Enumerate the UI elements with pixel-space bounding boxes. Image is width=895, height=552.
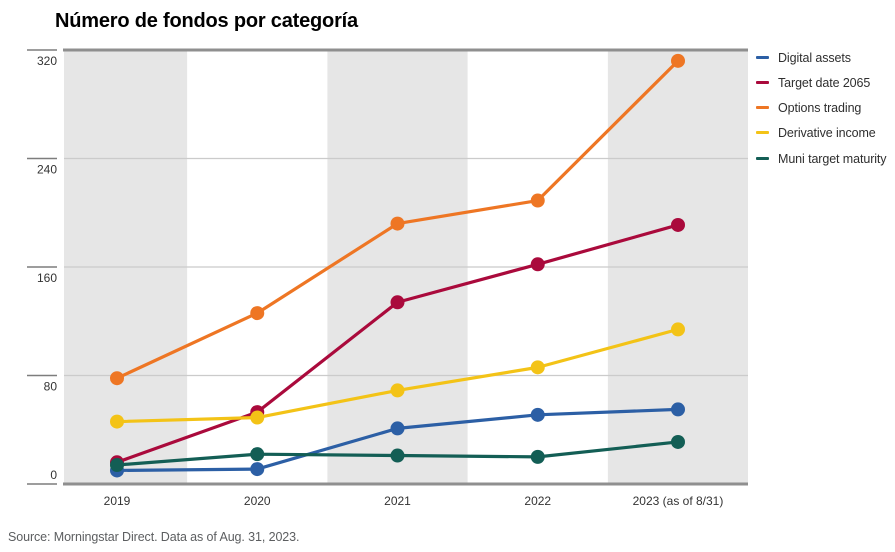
legend-item: Target date 2065 [756,74,888,92]
legend-swatch-icon [756,106,769,110]
x-axis-labels: 2019 2020 2021 2022 2023 (as of 8/31) [104,494,724,508]
legend-label: Derivative income [778,126,876,141]
data-point [530,193,545,208]
legend-swatch-icon [756,81,769,85]
y-axis: 0 80 160 240 320 [27,49,58,485]
legend-item: Muni target maturity [756,150,888,168]
data-point [110,371,124,386]
data-point [671,434,685,449]
data-point [250,462,265,477]
series-derivative-income [110,322,685,429]
y-tick-label: 160 [37,271,57,285]
legend-item: Digital assets [756,49,888,67]
legend-item: Options trading [756,99,888,117]
series-muni-target-maturity [110,434,685,473]
x-tick-label: 2021 [384,494,411,508]
data-point [250,306,265,321]
x-tick-label: 2022 [524,494,551,508]
data-point [530,407,545,422]
data-point [671,53,685,68]
y-tick-label: 240 [37,163,57,177]
legend-label: Target date 2065 [778,76,871,91]
data-point [390,216,405,231]
x-tick-label: 2019 [104,494,131,508]
x-tick-label: 2020 [244,494,271,508]
y-tick-label: 80 [44,380,58,394]
data-point [390,383,405,398]
data-point [530,449,545,464]
data-point [390,421,405,436]
data-point [250,447,265,462]
chart-title: Número de fondos por categoría [55,10,358,32]
data-point [671,217,685,232]
data-point [390,448,405,463]
gridlines [64,157,748,377]
data-point [250,410,265,425]
legend-label: Digital assets [778,51,851,65]
data-point [671,402,685,417]
series-options-trading [110,53,685,386]
data-point [390,295,405,310]
legend-label: Options trading [778,101,862,116]
x-tick-label: 2023 (as of 8/31) [633,494,724,508]
chart-legend: Digital assets Target date 2065 Options tr… [756,49,888,175]
legend-label: Muni target maturity [778,151,887,166]
legend-swatch-icon [756,56,769,59]
source-note: Source: Morningstar Direct. Data as of A… [8,530,300,544]
y-tick-label: 320 [37,54,57,68]
y-tick-label: 0 [50,468,57,482]
legend-swatch-icon [756,131,769,135]
data-point [110,414,124,429]
legend-swatch-icon [756,156,769,160]
legend-item: Derivative income [756,124,888,142]
plot-borders [63,48,748,486]
data-point [110,458,124,473]
data-point [530,257,545,272]
data-point [671,322,685,337]
data-point [530,360,545,375]
